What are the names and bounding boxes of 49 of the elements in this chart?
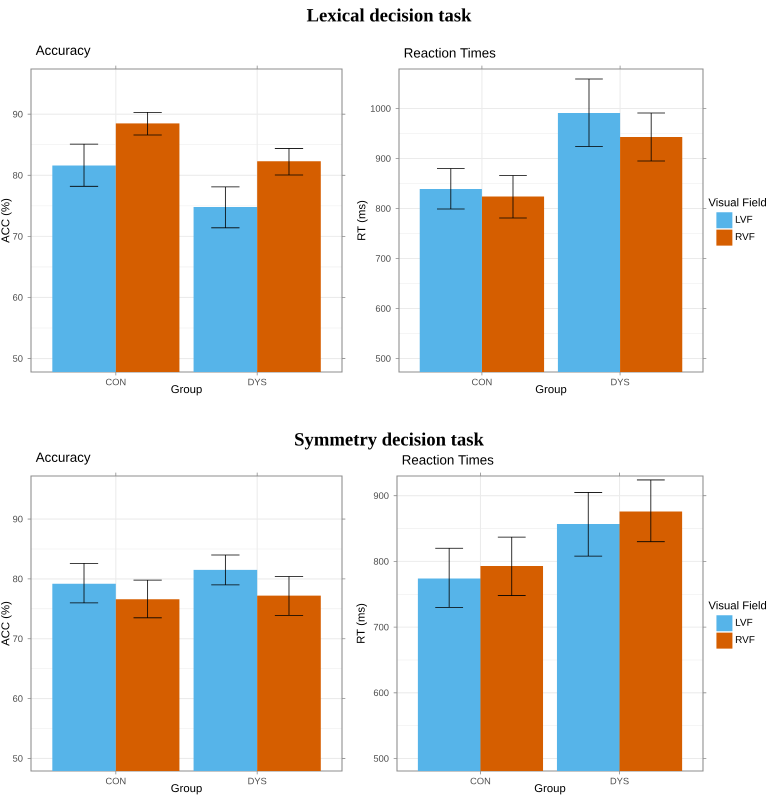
x-tick-label: CON — [470, 778, 490, 784]
x-tick-label: CON — [106, 778, 126, 784]
x-axis-title: Group — [171, 784, 202, 794]
x-tick-label: DYS — [248, 778, 266, 784]
y-axis-title: ACC (%) — [1, 198, 12, 243]
legend-label: LVF — [736, 216, 752, 223]
y-tick-label: 600 — [374, 690, 389, 696]
y-axis-title: RT (ms) — [357, 200, 368, 240]
x-axis-title: Group — [534, 784, 566, 794]
y-tick-label: 900 — [374, 492, 389, 499]
y-tick-label: 500 — [374, 755, 389, 762]
y-tick-label: 90 — [13, 110, 23, 118]
y-tick-label: 900 — [376, 155, 391, 162]
legend-title: Visual Field — [708, 198, 766, 206]
chart-title: Accuracy — [36, 452, 91, 465]
chart-title: Reaction Times — [402, 454, 494, 465]
x-axis-title: Group — [171, 385, 202, 396]
y-tick-label: 50 — [12, 755, 23, 762]
text: Symmetry decision task — [295, 432, 484, 450]
y-tick-label: 700 — [376, 255, 391, 262]
y-tick-label: 80 — [12, 576, 23, 582]
y-tick-label: 60 — [13, 695, 23, 702]
legend-label: RVF — [736, 233, 754, 240]
legend-label: LVF — [736, 618, 752, 626]
chart-title: Accuracy — [36, 46, 91, 58]
y-tick-label: 90 — [13, 516, 23, 522]
text: Lexical decision task — [306, 8, 472, 22]
y-tick-label: 700 — [374, 624, 389, 630]
legend-label: RVF — [736, 636, 755, 644]
y-tick-label: 500 — [376, 355, 391, 362]
y-tick-label: 1000 — [370, 105, 391, 112]
x-tick-label: CON — [106, 378, 126, 386]
x-tick-label: DYS — [611, 378, 630, 386]
x-axis-title: Group — [536, 385, 566, 396]
y-tick-label: 50 — [12, 355, 23, 362]
y-tick-label: 800 — [374, 558, 389, 565]
y-axis-title: ACC (%) — [1, 602, 12, 646]
chart-title: Reaction Times — [404, 48, 496, 58]
x-tick-label: CON — [472, 378, 492, 386]
x-tick-label: DYS — [248, 378, 266, 386]
y-tick-label: 60 — [13, 294, 23, 301]
y-tick-label: 70 — [13, 233, 23, 240]
y-tick-label: 600 — [376, 305, 391, 312]
y-tick-label: 800 — [376, 205, 391, 212]
y-tick-label: 70 — [13, 635, 23, 642]
y-axis-title: RT (ms) — [356, 604, 367, 643]
legend-title: Visual Field — [708, 601, 766, 610]
x-tick-label: DYS — [610, 778, 629, 784]
y-tick-label: 80 — [12, 172, 23, 179]
